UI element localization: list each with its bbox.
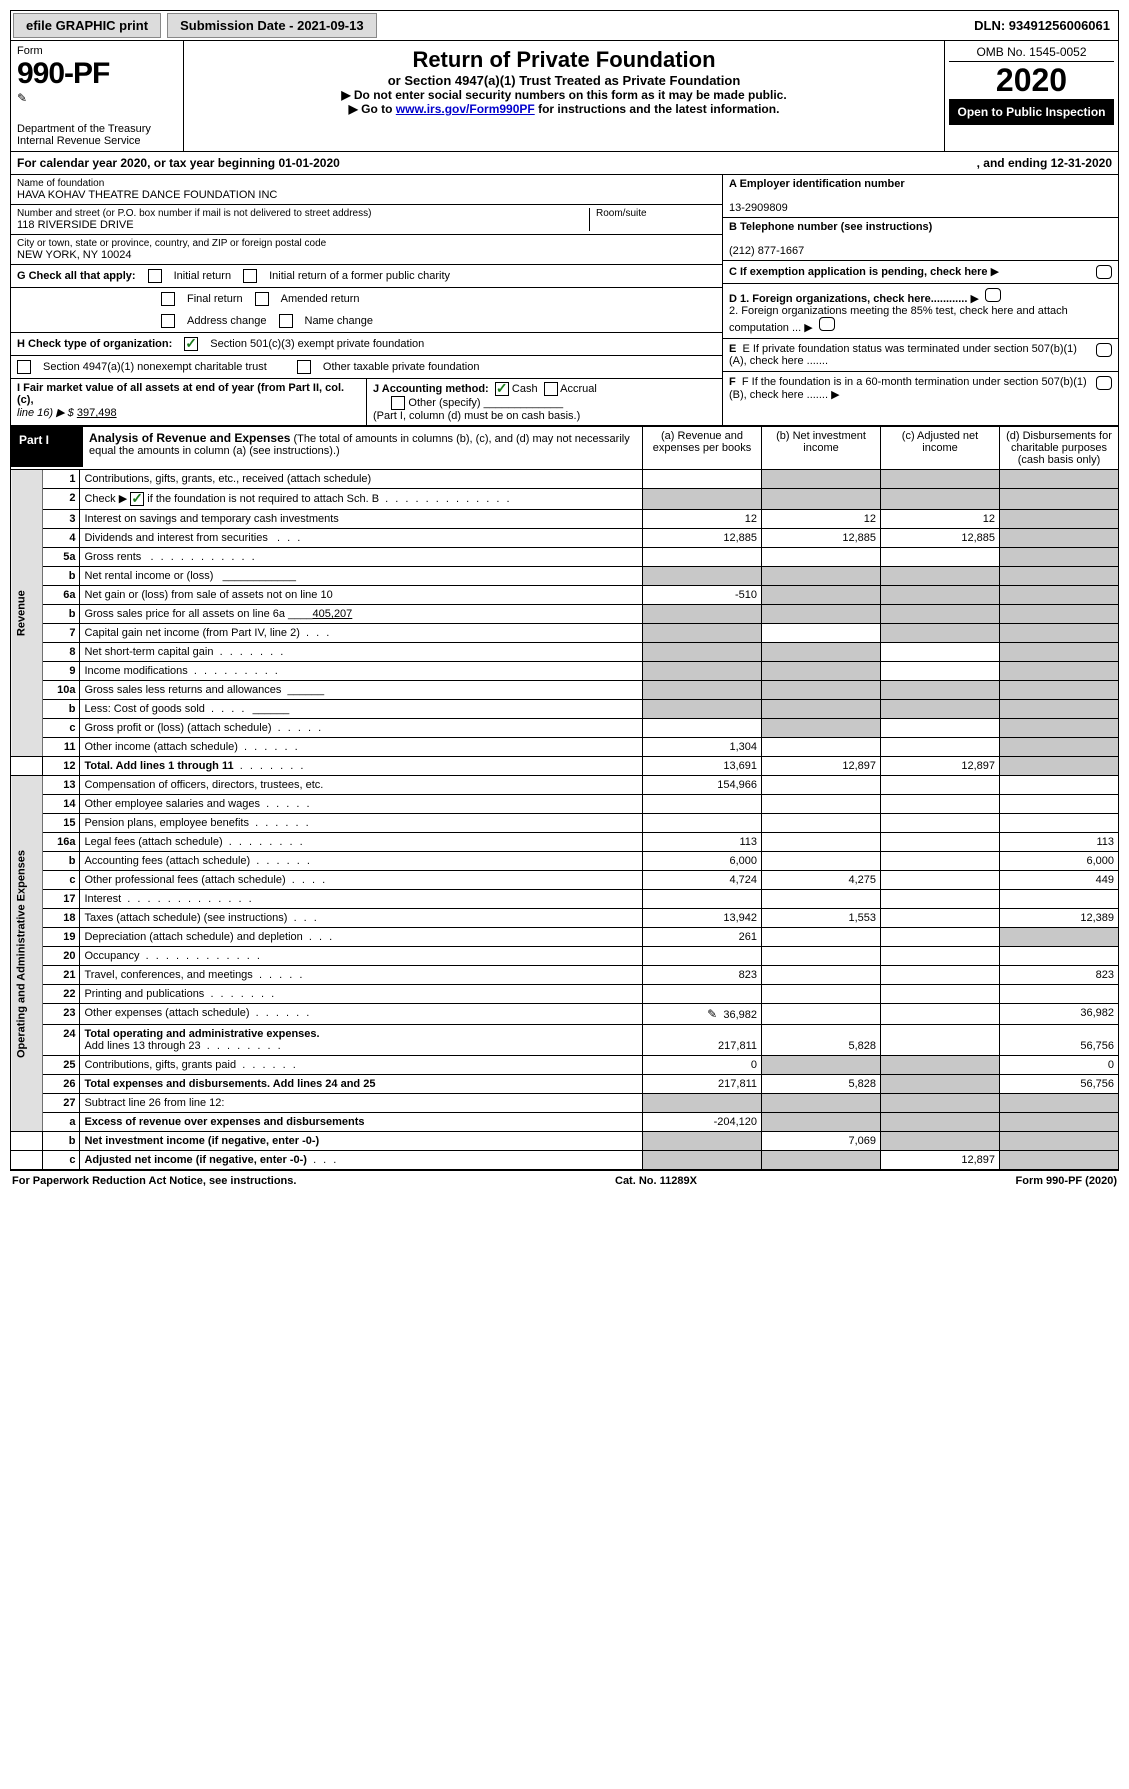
cb-501c3[interactable] xyxy=(184,337,198,351)
part1-title: Analysis of Revenue and Expenses xyxy=(89,431,290,445)
foundation-name: HAVA KOHAV THEATRE DANCE FOUNDATION INC xyxy=(17,189,716,201)
lbl-address-change: Address change xyxy=(187,315,267,327)
h-label: H Check type of organization: xyxy=(17,338,172,350)
g-label: G Check all that apply: xyxy=(17,270,136,282)
calendar-year-row: For calendar year 2020, or tax year begi… xyxy=(10,152,1119,175)
lbl-other-taxable: Other taxable private foundation xyxy=(323,361,480,373)
lbl-initial-public: Initial return of a former public charit… xyxy=(269,270,450,282)
cb-other-method[interactable] xyxy=(391,396,405,410)
lbl-cash: Cash xyxy=(512,383,538,395)
attachment-icon[interactable]: ✎ xyxy=(17,91,27,105)
omb-label: OMB No. 1545-0052 xyxy=(949,45,1114,62)
f-label: F If the foundation is in a 60-month ter… xyxy=(729,376,1087,401)
attachment-icon-23[interactable]: ✎ xyxy=(707,1007,717,1021)
part1-tag: Part I xyxy=(11,427,83,467)
open-public: Open to Public Inspection xyxy=(949,99,1114,125)
city-label: City or town, state or province, country… xyxy=(17,238,716,249)
cb-address-change[interactable] xyxy=(161,314,175,328)
i-label: I Fair market value of all assets at end… xyxy=(17,382,344,406)
irs-link[interactable]: www.irs.gov/Form990PF xyxy=(396,102,535,116)
irs-label: Internal Revenue Service xyxy=(17,135,177,147)
cb-initial-public[interactable] xyxy=(243,269,257,283)
lbl-final-return: Final return xyxy=(187,293,243,305)
cb-amended-return[interactable] xyxy=(255,292,269,306)
r6a: Net gain or (loss) from sale of assets n… xyxy=(80,586,643,605)
i-line: line 16) ▶ $ xyxy=(17,407,74,419)
cb-4947[interactable] xyxy=(17,360,31,374)
col-b: (b) Net investment income xyxy=(762,427,881,470)
form-note1: ▶ Do not enter social security numbers o… xyxy=(190,88,938,102)
submission-button[interactable]: Submission Date - 2021-09-13 xyxy=(167,13,377,38)
revenue-vlabel: Revenue xyxy=(11,470,43,757)
form-title: Return of Private Foundation xyxy=(190,47,938,73)
topbar: efile GRAPHIC print Submission Date - 20… xyxy=(10,10,1119,41)
lbl-accrual: Accrual xyxy=(560,383,597,395)
cal-left: For calendar year 2020, or tax year begi… xyxy=(17,156,340,170)
cb-d1[interactable] xyxy=(985,288,1001,302)
lbl-501c3: Section 501(c)(3) exempt private foundat… xyxy=(210,338,424,350)
dept-label: Department of the Treasury xyxy=(17,123,177,135)
addr-label: Number and street (or P.O. box number if… xyxy=(17,208,589,219)
info-left: Name of foundation HAVA KOHAV THEATRE DA… xyxy=(11,175,722,425)
header: Form 990-PF ✎ Department of the Treasury… xyxy=(10,41,1119,152)
info-right: A Employer identification number 13-2909… xyxy=(722,175,1118,425)
header-center: Return of Private Foundation or Section … xyxy=(184,41,944,151)
cb-name-change[interactable] xyxy=(279,314,293,328)
part1-table: Part I Analysis of Revenue and Expenses … xyxy=(10,426,1119,1170)
j-label: J Accounting method: xyxy=(373,383,489,395)
col-d: (d) Disbursements for charitable purpose… xyxy=(1000,427,1119,470)
lbl-name-change: Name change xyxy=(305,315,374,327)
col-a: (a) Revenue and expenses per books xyxy=(643,427,762,470)
lbl-4947: Section 4947(a)(1) nonexempt charitable … xyxy=(43,361,267,373)
d1-label: D 1. Foreign organizations, check here..… xyxy=(729,293,967,305)
lbl-amended-return: Amended return xyxy=(281,293,360,305)
d2-label: 2. Foreign organizations meeting the 85%… xyxy=(729,305,1068,334)
footer-mid: Cat. No. 11289X xyxy=(615,1175,697,1187)
city-state-zip: NEW YORK, NY 10024 xyxy=(17,249,716,261)
ein-value: 13-2909809 xyxy=(729,202,788,214)
cb-accrual[interactable] xyxy=(544,382,558,396)
efile-button[interactable]: efile GRAPHIC print xyxy=(13,13,161,38)
lbl-other-method: Other (specify) xyxy=(408,397,480,409)
header-right: OMB No. 1545-0052 2020 Open to Public In… xyxy=(944,41,1118,151)
cb-final-return[interactable] xyxy=(161,292,175,306)
tel-label: B Telephone number (see instructions) xyxy=(729,221,932,233)
form-number: 990-PF xyxy=(17,57,177,91)
c-label: C If exemption application is pending, c… xyxy=(729,266,988,278)
dln-label: DLN: 93491256006061 xyxy=(974,18,1116,33)
lbl-initial-return: Initial return xyxy=(174,270,231,282)
name-label: Name of foundation xyxy=(17,178,716,189)
info-grid: Name of foundation HAVA KOHAV THEATRE DA… xyxy=(10,175,1119,426)
tel-value: (212) 877-1667 xyxy=(729,245,804,257)
cal-right: , and ending 12-31-2020 xyxy=(977,156,1112,170)
cb-initial-return[interactable] xyxy=(148,269,162,283)
col-c: (c) Adjusted net income xyxy=(881,427,1000,470)
tax-year: 2020 xyxy=(949,62,1114,99)
footer-left: For Paperwork Reduction Act Notice, see … xyxy=(12,1175,296,1187)
cb-f[interactable] xyxy=(1096,376,1112,390)
fmv-value: 397,498 xyxy=(77,407,117,419)
cb-cash[interactable] xyxy=(495,382,509,396)
form-subtitle: or Section 4947(a)(1) Trust Treated as P… xyxy=(190,73,938,88)
cb-d2[interactable] xyxy=(819,317,835,331)
expenses-vlabel: Operating and Administrative Expenses xyxy=(11,776,43,1132)
j-note: (Part I, column (d) must be on cash basi… xyxy=(373,410,580,422)
cb-schB[interactable] xyxy=(130,492,144,506)
cb-other-taxable[interactable] xyxy=(297,360,311,374)
street-address: 118 RIVERSIDE DRIVE xyxy=(17,219,589,231)
r1: Contributions, gifts, grants, etc., rece… xyxy=(80,470,643,489)
cb-c[interactable] xyxy=(1096,265,1112,279)
cb-e[interactable] xyxy=(1096,343,1112,357)
ein-label: A Employer identification number xyxy=(729,178,905,190)
footer: For Paperwork Reduction Act Notice, see … xyxy=(10,1170,1119,1191)
room-label: Room/suite xyxy=(596,208,716,219)
form-label: Form xyxy=(17,45,177,57)
footer-right: Form 990-PF (2020) xyxy=(1016,1175,1117,1187)
form-note2: ▶ Go to www.irs.gov/Form990PF for instru… xyxy=(190,102,938,116)
header-left: Form 990-PF ✎ Department of the Treasury… xyxy=(11,41,184,151)
e-label: E If private foundation status was termi… xyxy=(729,343,1077,367)
r3: Interest on savings and temporary cash i… xyxy=(80,510,643,529)
